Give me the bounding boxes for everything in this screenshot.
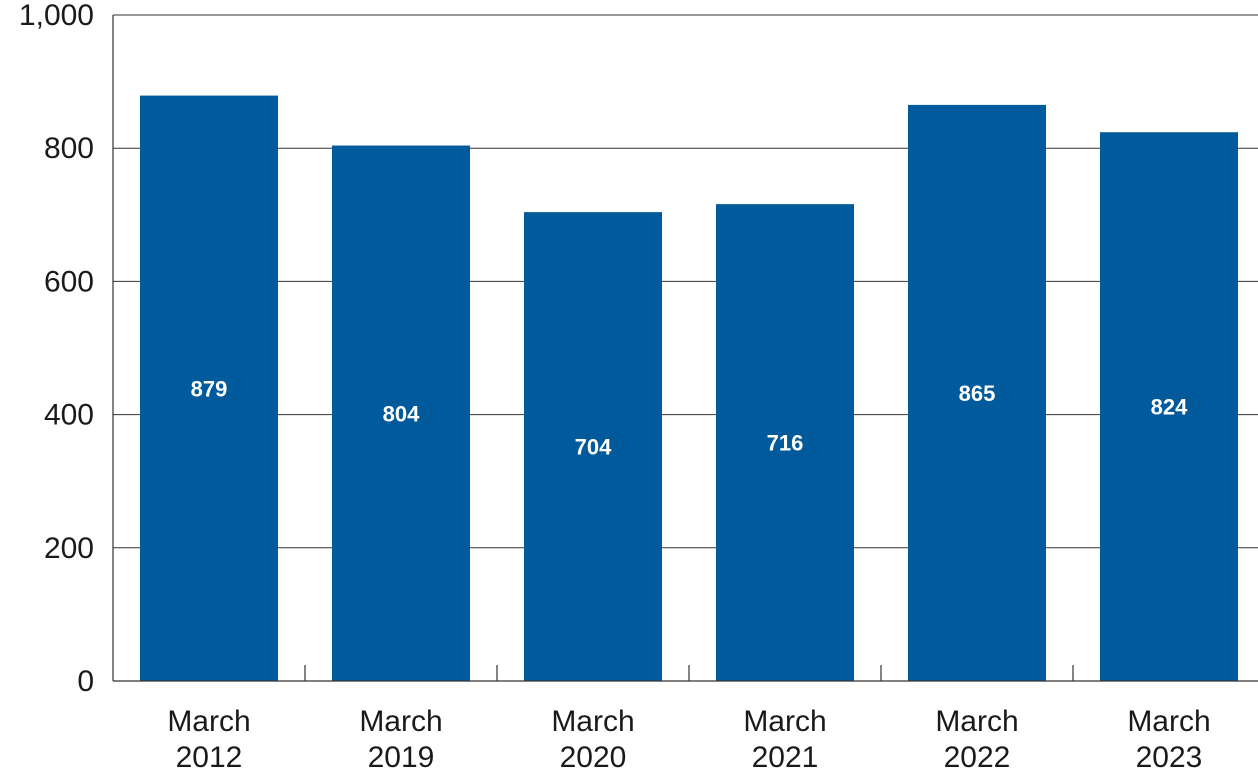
y-tick-label: 400	[44, 399, 94, 432]
x-tick-label: 2023	[1136, 741, 1203, 773]
x-tick-label: 2012	[176, 741, 243, 773]
x-tick-label: 2021	[752, 741, 819, 773]
x-tick-label: March	[1127, 705, 1210, 738]
y-tick-label: 1,000	[19, 0, 94, 32]
axes	[112, 15, 1258, 682]
x-tick-label: March	[551, 705, 634, 738]
gridlines	[113, 14, 1258, 549]
x-tick-label: 2020	[560, 741, 627, 773]
x-tick-label: March	[935, 705, 1018, 738]
data-label: 865	[959, 381, 996, 406]
y-tick-label: 800	[44, 132, 94, 165]
data-label: 824	[1151, 395, 1188, 420]
bar	[716, 204, 854, 682]
bar	[332, 145, 470, 681]
data-labels: 879 804 704 716 865 824	[191, 376, 1188, 459]
x-tick-label: March	[167, 705, 250, 738]
y-tick-label: 0	[77, 665, 94, 698]
x-tick-label: 2019	[368, 741, 435, 773]
data-label: 704	[575, 435, 612, 460]
x-tick-label: March	[743, 705, 826, 738]
data-label: 716	[767, 431, 804, 456]
x-axis-tick-labels: March2012March2019March2020March2021Marc…	[167, 705, 1210, 773]
x-tick-label: 2022	[944, 741, 1011, 773]
bars	[140, 95, 1238, 682]
y-axis-tick-labels: 0 200 400 600 800 1,000	[19, 0, 94, 698]
y-tick-label: 600	[44, 265, 94, 298]
x-tick-label: March	[359, 705, 442, 738]
y-tick-label: 200	[44, 532, 94, 565]
bar	[524, 212, 662, 682]
bar	[1100, 132, 1238, 681]
bar	[140, 95, 278, 681]
data-label: 804	[383, 401, 420, 426]
bar	[908, 104, 1046, 681]
data-label: 879	[191, 376, 228, 401]
